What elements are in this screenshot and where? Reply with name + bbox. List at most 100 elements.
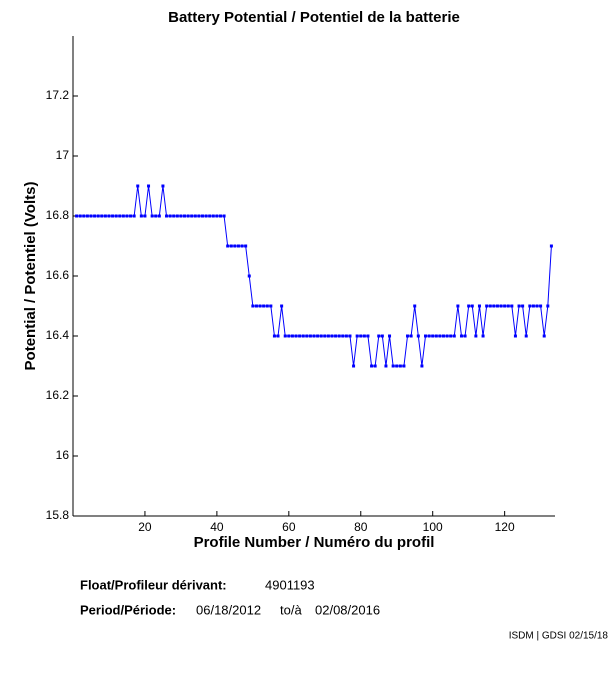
data-point xyxy=(240,244,244,248)
data-point xyxy=(222,214,226,218)
data-point xyxy=(416,334,420,338)
data-point xyxy=(452,334,456,338)
start-date: 06/18/2012 xyxy=(196,602,261,617)
data-point xyxy=(495,304,499,308)
data-point xyxy=(470,304,474,308)
data-point xyxy=(474,334,478,338)
data-point xyxy=(147,184,151,188)
data-point xyxy=(154,214,158,218)
data-point xyxy=(384,364,388,368)
data-point xyxy=(513,334,517,338)
data-point xyxy=(409,334,413,338)
y-tick-label: 17 xyxy=(56,148,70,162)
data-point xyxy=(449,334,453,338)
x-tick-label: 100 xyxy=(423,520,443,534)
data-point xyxy=(254,304,258,308)
data-point xyxy=(481,334,485,338)
data-point xyxy=(157,214,161,218)
data-point xyxy=(190,214,194,218)
data-point xyxy=(517,304,521,308)
data-point xyxy=(114,214,118,218)
data-point xyxy=(283,334,287,338)
data-point xyxy=(111,214,115,218)
data-point xyxy=(362,334,366,338)
data-point xyxy=(355,334,359,338)
data-point xyxy=(477,304,481,308)
data-point xyxy=(301,334,305,338)
footer: ISDM | GDSI 02/15/18 xyxy=(509,631,609,642)
data-point xyxy=(531,304,535,308)
data-point xyxy=(280,304,284,308)
data-point xyxy=(200,214,204,218)
data-point xyxy=(161,184,165,188)
data-point xyxy=(438,334,442,338)
period-label: Period/Période: xyxy=(80,602,176,617)
data-point xyxy=(549,244,553,248)
data-point xyxy=(441,334,445,338)
data-point xyxy=(272,334,276,338)
data-point xyxy=(510,304,514,308)
data-point xyxy=(121,214,125,218)
data-point xyxy=(269,304,273,308)
data-point xyxy=(193,214,197,218)
data-point xyxy=(143,214,147,218)
data-point xyxy=(524,334,528,338)
data-point xyxy=(420,364,424,368)
data-point xyxy=(183,214,187,218)
y-tick-label: 16.8 xyxy=(46,208,70,222)
data-point xyxy=(492,304,496,308)
data-point xyxy=(427,334,431,338)
data-point xyxy=(136,184,140,188)
y-tick-label: 16.6 xyxy=(46,268,70,282)
data-point xyxy=(129,214,133,218)
data-point xyxy=(391,364,395,368)
data-point xyxy=(330,334,334,338)
data-point xyxy=(431,334,435,338)
y-tick-label: 16.2 xyxy=(46,388,70,402)
data-point xyxy=(352,364,356,368)
data-point xyxy=(319,334,323,338)
data-point xyxy=(499,304,503,308)
x-tick-label: 60 xyxy=(282,520,296,534)
data-point xyxy=(215,214,219,218)
data-point xyxy=(139,214,143,218)
x-tick-label: 80 xyxy=(354,520,368,534)
data-point xyxy=(344,334,348,338)
data-point xyxy=(197,214,201,218)
data-point xyxy=(132,214,136,218)
data-point xyxy=(366,334,370,338)
data-point xyxy=(82,214,86,218)
data-point xyxy=(125,214,129,218)
data-point xyxy=(172,214,176,218)
data-point xyxy=(258,304,262,308)
data-point xyxy=(305,334,309,338)
data-line xyxy=(76,185,552,367)
data-point xyxy=(348,334,352,338)
x-axis-label: Profile Number / Numéro du profil xyxy=(194,534,435,551)
data-point xyxy=(398,364,402,368)
data-point xyxy=(535,304,539,308)
data-point xyxy=(179,214,183,218)
to-label: to/à xyxy=(280,602,302,617)
data-point xyxy=(229,244,233,248)
data-point xyxy=(485,304,489,308)
y-tick-label: 16.4 xyxy=(46,328,70,342)
data-point xyxy=(168,214,172,218)
data-point xyxy=(388,334,392,338)
data-point xyxy=(251,304,255,308)
data-point xyxy=(208,214,212,218)
y-tick-label: 16 xyxy=(56,448,70,462)
data-point xyxy=(424,334,428,338)
x-tick-label: 40 xyxy=(210,520,224,534)
data-point xyxy=(298,334,302,338)
data-point xyxy=(103,214,107,218)
data-point xyxy=(186,214,190,218)
x-tick-label: 120 xyxy=(495,520,515,534)
data-point xyxy=(334,334,338,338)
data-point xyxy=(456,304,460,308)
data-point xyxy=(96,214,100,218)
data-point xyxy=(118,214,122,218)
data-point xyxy=(546,304,550,308)
data-point xyxy=(218,214,222,218)
